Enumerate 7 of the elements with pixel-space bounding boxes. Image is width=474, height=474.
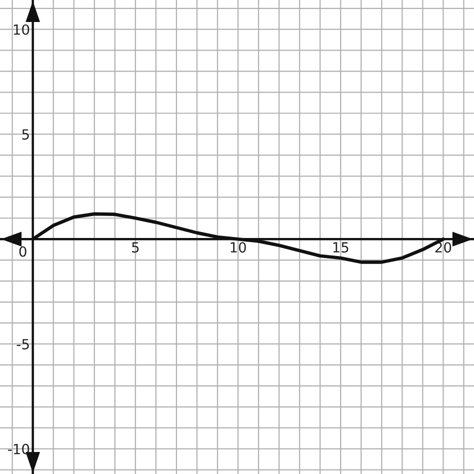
x-tick-label: 5 [132, 242, 139, 253]
y-tick-label: 10 [14, 24, 30, 35]
x-tick-label: 0 [19, 246, 26, 257]
y-tick-label: 5 [22, 129, 29, 140]
x-tick-label: 10 [230, 242, 246, 253]
y-tick-label: -5 [16, 339, 29, 350]
x-tick-label: 15 [333, 242, 348, 253]
